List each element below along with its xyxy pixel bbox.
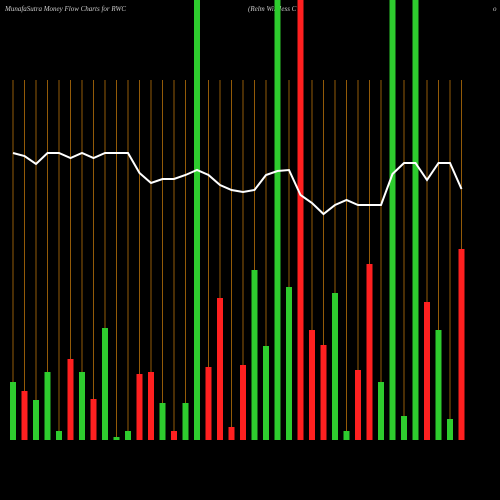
- bar: [355, 370, 361, 440]
- bar: [194, 0, 200, 440]
- bar: [424, 302, 430, 440]
- bar: [148, 372, 154, 440]
- corner-text: o: [493, 5, 497, 13]
- bar: [366, 264, 373, 440]
- bar: [401, 416, 407, 440]
- bar: [320, 345, 327, 440]
- bar: [228, 427, 235, 440]
- bar: [136, 374, 143, 440]
- bar: [102, 328, 108, 440]
- bar: [435, 330, 442, 440]
- chart-subtitle: (Relm Wireless C: [248, 5, 297, 13]
- bar: [67, 359, 74, 440]
- bar: [21, 391, 28, 440]
- bar: [159, 403, 166, 440]
- bar: [44, 372, 51, 440]
- bar: [297, 0, 304, 440]
- bar: [240, 365, 246, 440]
- bar: [458, 249, 465, 440]
- bar: [125, 431, 131, 440]
- bar: [10, 382, 16, 440]
- bar: [56, 431, 62, 440]
- bar: [217, 298, 223, 440]
- bar: [343, 431, 350, 440]
- bar: [447, 419, 453, 440]
- bar: [378, 382, 384, 440]
- bar: [33, 400, 39, 440]
- bar: [79, 372, 85, 440]
- bar: [412, 0, 419, 440]
- bar: [332, 293, 338, 440]
- bar: [309, 330, 315, 440]
- bar: [182, 403, 189, 440]
- bar: [205, 367, 212, 440]
- bar: [171, 431, 177, 440]
- chart-title: MunafaSutra Money Flow Charts for RWC: [4, 5, 126, 13]
- bar: [113, 437, 120, 440]
- bar: [263, 346, 269, 440]
- bar: [274, 0, 281, 440]
- bar: [251, 270, 258, 440]
- money-flow-line: [12, 151, 463, 216]
- bar: [90, 399, 97, 440]
- bar: [389, 0, 396, 440]
- bar: [286, 287, 292, 440]
